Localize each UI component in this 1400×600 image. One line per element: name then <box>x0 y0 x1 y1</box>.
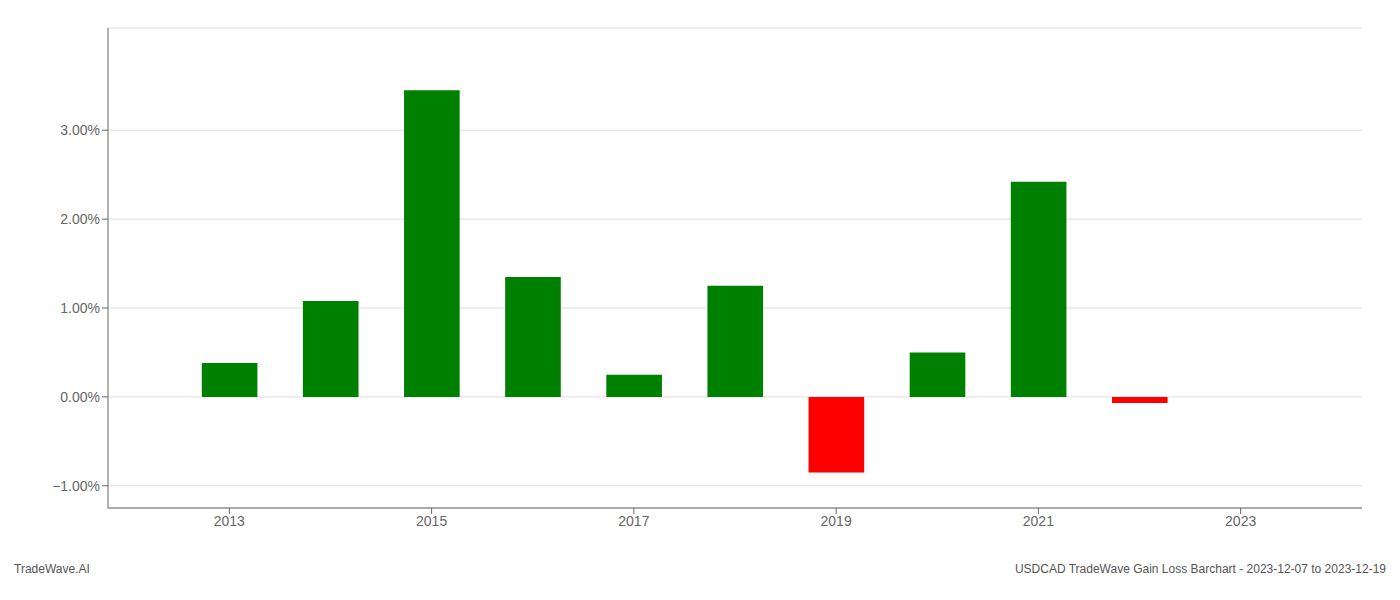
html-text:USDCAD TradeWave Gain Loss Bar: USDCAD TradeWave Gain Loss Barchart - 20… <box>1014 562 1386 576</box>
svg-text:−1.00%: −1.00% <box>52 478 100 494</box>
svg-text:2017: 2017 <box>618 513 649 529</box>
html-text:TradeWave.AI: TradeWave.AI <box>14 562 90 576</box>
svg-text:2023: 2023 <box>1225 513 1256 529</box>
svg-text:1.00%: 1.00% <box>60 300 100 316</box>
svg-text:0.00%: 0.00% <box>60 389 100 405</box>
svg-text:3.00%: 3.00% <box>60 122 100 138</box>
svg-text:2.00%: 2.00% <box>60 211 100 227</box>
svg-text:2015: 2015 <box>416 513 447 529</box>
svg-text:2019: 2019 <box>821 513 852 529</box>
svg-text:2013: 2013 <box>214 513 245 529</box>
svg-text:2021: 2021 <box>1023 513 1054 529</box>
